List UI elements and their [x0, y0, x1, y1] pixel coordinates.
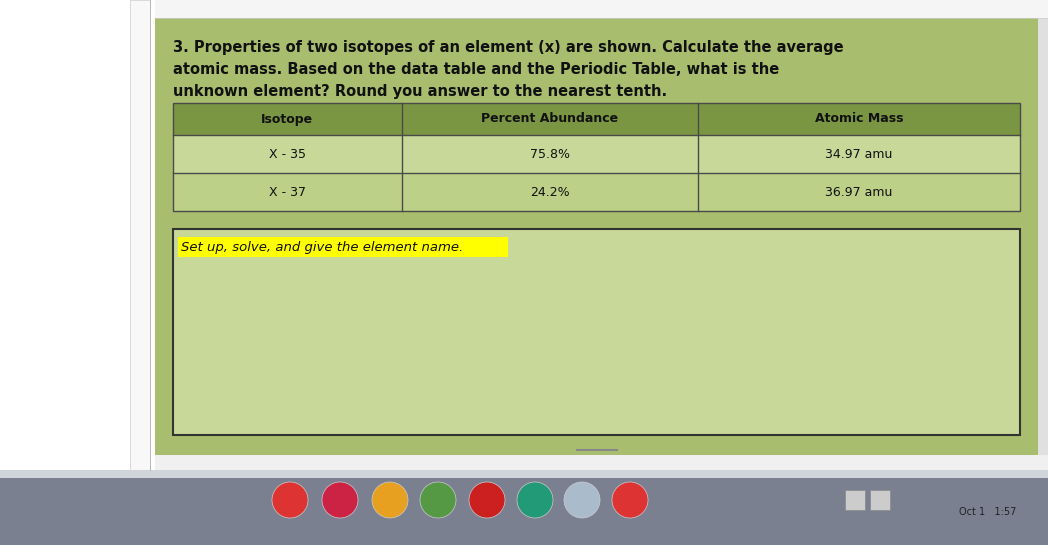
Bar: [401, 173, 698, 211]
Text: Oct 1   1:57: Oct 1 1:57: [959, 507, 1017, 517]
Text: 36.97 amu: 36.97 amu: [826, 185, 893, 198]
Bar: [0, 470, 1048, 478]
Bar: [401, 103, 698, 135]
Circle shape: [470, 482, 505, 518]
Text: Set up, solve, and give the element name.: Set up, solve, and give the element name…: [181, 240, 463, 253]
Text: 75.8%: 75.8%: [530, 148, 570, 160]
Bar: [0, 470, 1048, 545]
Bar: [845, 490, 865, 510]
Bar: [0, 0, 155, 470]
Circle shape: [564, 482, 601, 518]
Text: Isotope: Isotope: [261, 112, 313, 125]
Bar: [870, 490, 890, 510]
Bar: [698, 103, 1020, 135]
Bar: [173, 103, 401, 135]
Circle shape: [420, 482, 456, 518]
Text: X - 37: X - 37: [269, 185, 306, 198]
Circle shape: [517, 482, 553, 518]
Circle shape: [322, 482, 358, 518]
Text: 3. Properties of two isotopes of an element (x) are shown. Calculate the average: 3. Properties of two isotopes of an elem…: [173, 40, 844, 55]
Bar: [173, 103, 1020, 211]
Bar: [173, 135, 401, 173]
Text: Percent Abundance: Percent Abundance: [481, 112, 618, 125]
Bar: [155, 0, 1048, 18]
Text: 34.97 amu: 34.97 amu: [826, 148, 893, 160]
Text: 24.2%: 24.2%: [530, 185, 570, 198]
Bar: [130, 0, 150, 470]
Bar: [401, 135, 698, 173]
Circle shape: [612, 482, 648, 518]
Bar: [178, 237, 508, 257]
Bar: [1038, 18, 1048, 455]
Text: X - 35: X - 35: [269, 148, 306, 160]
Text: Atomic Mass: Atomic Mass: [815, 112, 903, 125]
Text: unknown element? Round you answer to the nearest tenth.: unknown element? Round you answer to the…: [173, 84, 668, 99]
Circle shape: [272, 482, 308, 518]
Bar: [698, 135, 1020, 173]
Circle shape: [372, 482, 408, 518]
Bar: [173, 173, 401, 211]
Bar: [173, 229, 1020, 435]
Text: atomic mass. Based on the data table and the Periodic Table, what is the: atomic mass. Based on the data table and…: [173, 62, 780, 77]
Bar: [155, 18, 1038, 455]
Bar: [698, 173, 1020, 211]
